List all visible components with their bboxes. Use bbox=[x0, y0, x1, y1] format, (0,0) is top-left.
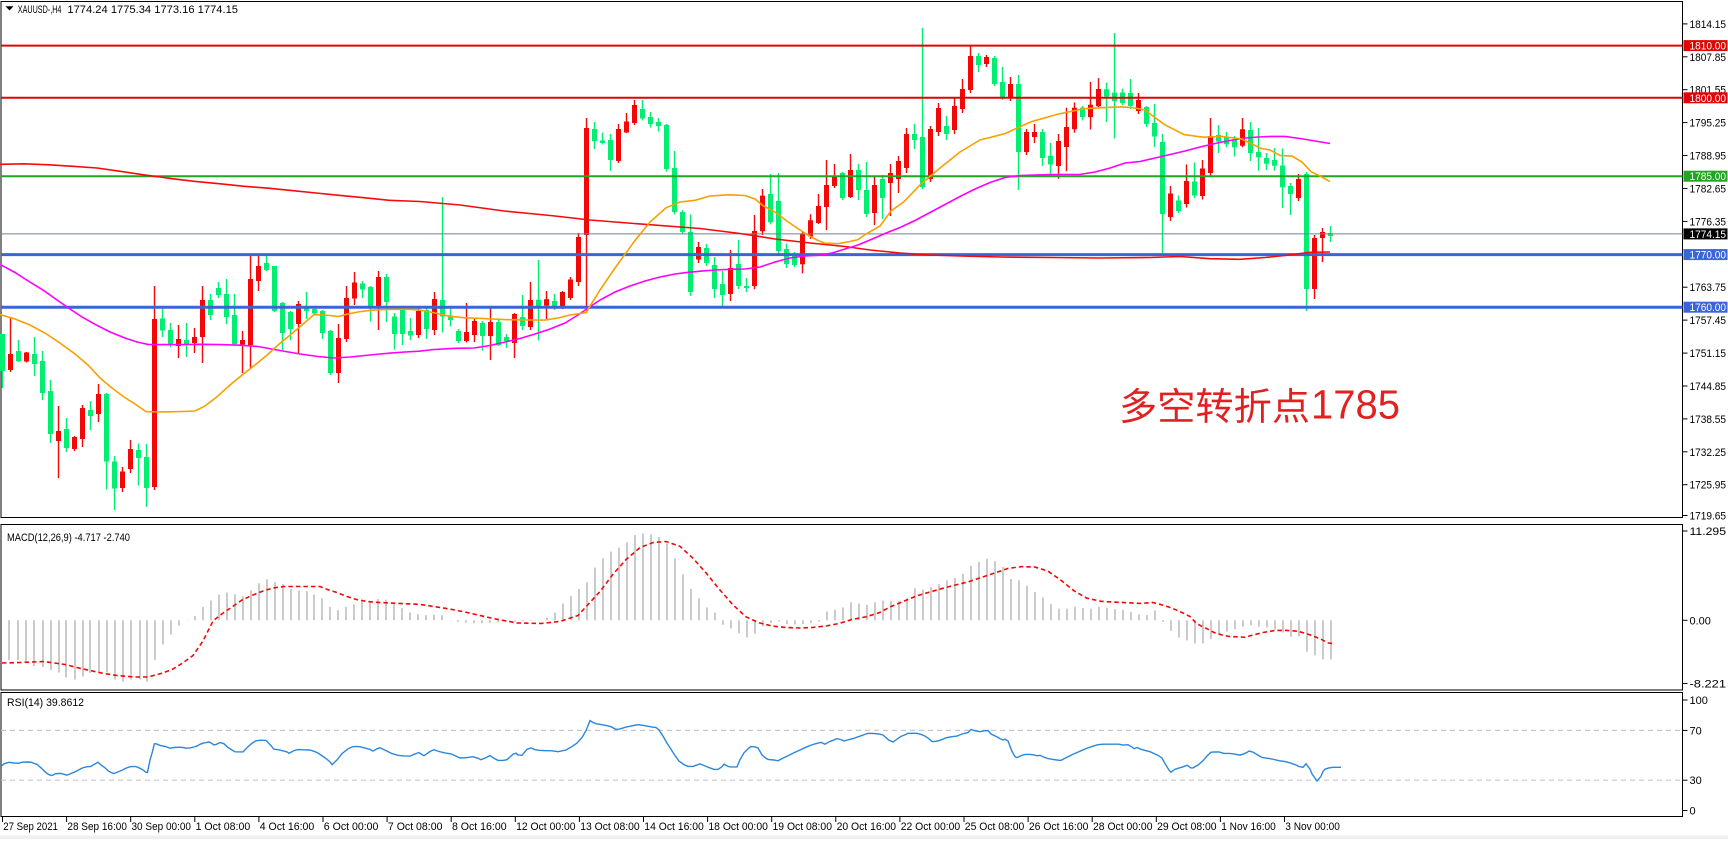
svg-text:1 Oct 08:00: 1 Oct 08:00 bbox=[196, 821, 251, 833]
svg-text:1725.95: 1725.95 bbox=[1690, 480, 1727, 492]
svg-text:8 Oct 16:00: 8 Oct 16:00 bbox=[452, 821, 507, 833]
svg-text:27 Sep 2021: 27 Sep 2021 bbox=[3, 821, 58, 833]
svg-text:1785.00: 1785.00 bbox=[1690, 171, 1727, 183]
svg-text:7 Oct 08:00: 7 Oct 08:00 bbox=[388, 821, 443, 833]
svg-text:100: 100 bbox=[1690, 695, 1708, 707]
svg-text:1760.00: 1760.00 bbox=[1690, 302, 1727, 314]
svg-text:1774.15: 1774.15 bbox=[1690, 229, 1727, 241]
svg-text:1732.25: 1732.25 bbox=[1690, 447, 1727, 459]
svg-text:1774.24 1775.34 1773.16 1774.1: 1774.24 1775.34 1773.16 1774.15 bbox=[67, 4, 238, 16]
svg-text:14 Oct 16:00: 14 Oct 16:00 bbox=[644, 821, 704, 833]
svg-text:1738.55: 1738.55 bbox=[1690, 414, 1727, 426]
svg-text:MACD(12,26,9) -4.717 -2.740: MACD(12,26,9) -4.717 -2.740 bbox=[7, 532, 130, 544]
svg-text:0: 0 bbox=[1690, 806, 1696, 818]
svg-text:1814.15: 1814.15 bbox=[1690, 19, 1727, 31]
svg-text:22 Oct 00:00: 22 Oct 00:00 bbox=[901, 821, 961, 833]
svg-text:1782.65: 1782.65 bbox=[1690, 184, 1727, 196]
svg-text:1788.95: 1788.95 bbox=[1690, 151, 1727, 163]
svg-text:30: 30 bbox=[1690, 775, 1702, 787]
svg-text:RSI(14) 39.8612: RSI(14) 39.8612 bbox=[7, 697, 84, 709]
svg-text:12 Oct 00:00: 12 Oct 00:00 bbox=[516, 821, 576, 833]
svg-text:20 Oct 16:00: 20 Oct 16:00 bbox=[837, 821, 897, 833]
svg-text:1776.35: 1776.35 bbox=[1690, 216, 1727, 228]
svg-text:1763.75: 1763.75 bbox=[1690, 282, 1727, 294]
svg-text:6 Oct 00:00: 6 Oct 00:00 bbox=[324, 821, 379, 833]
svg-text:29 Oct 08:00: 29 Oct 08:00 bbox=[1157, 821, 1217, 833]
svg-text:28 Oct 00:00: 28 Oct 00:00 bbox=[1093, 821, 1153, 833]
svg-text:1795.25: 1795.25 bbox=[1690, 118, 1727, 130]
svg-text:0.00: 0.00 bbox=[1690, 615, 1711, 627]
svg-text:1810.00: 1810.00 bbox=[1690, 41, 1727, 53]
svg-text:XAUUSD-,H4: XAUUSD-,H4 bbox=[18, 4, 62, 16]
svg-text:3 Nov 00:00: 3 Nov 00:00 bbox=[1285, 821, 1340, 833]
svg-text:1807.85: 1807.85 bbox=[1690, 52, 1727, 64]
svg-text:26 Oct 16:00: 26 Oct 16:00 bbox=[1029, 821, 1089, 833]
svg-text:25 Oct 08:00: 25 Oct 08:00 bbox=[965, 821, 1025, 833]
svg-text:70: 70 bbox=[1690, 725, 1702, 737]
svg-text:1744.85: 1744.85 bbox=[1690, 381, 1727, 393]
svg-text:13 Oct 08:00: 13 Oct 08:00 bbox=[580, 821, 640, 833]
svg-text:30 Sep 00:00: 30 Sep 00:00 bbox=[132, 821, 192, 833]
svg-text:1757.45: 1757.45 bbox=[1690, 315, 1727, 327]
svg-text:1785: 1785 bbox=[1311, 382, 1400, 428]
svg-text:1 Nov 16:00: 1 Nov 16:00 bbox=[1221, 821, 1276, 833]
svg-text:-8.221: -8.221 bbox=[1690, 679, 1727, 691]
svg-text:1800.00: 1800.00 bbox=[1690, 93, 1727, 105]
svg-text:1719.65: 1719.65 bbox=[1690, 511, 1727, 523]
svg-text:4 Oct 16:00: 4 Oct 16:00 bbox=[260, 821, 315, 833]
svg-text:28 Sep 16:00: 28 Sep 16:00 bbox=[67, 821, 127, 833]
svg-text:19 Oct 08:00: 19 Oct 08:00 bbox=[773, 821, 833, 833]
svg-text:11.295: 11.295 bbox=[1690, 526, 1727, 538]
svg-text:1770.00: 1770.00 bbox=[1690, 250, 1727, 262]
svg-text:1751.15: 1751.15 bbox=[1690, 348, 1727, 360]
svg-text:18 Oct 00:00: 18 Oct 00:00 bbox=[708, 821, 768, 833]
